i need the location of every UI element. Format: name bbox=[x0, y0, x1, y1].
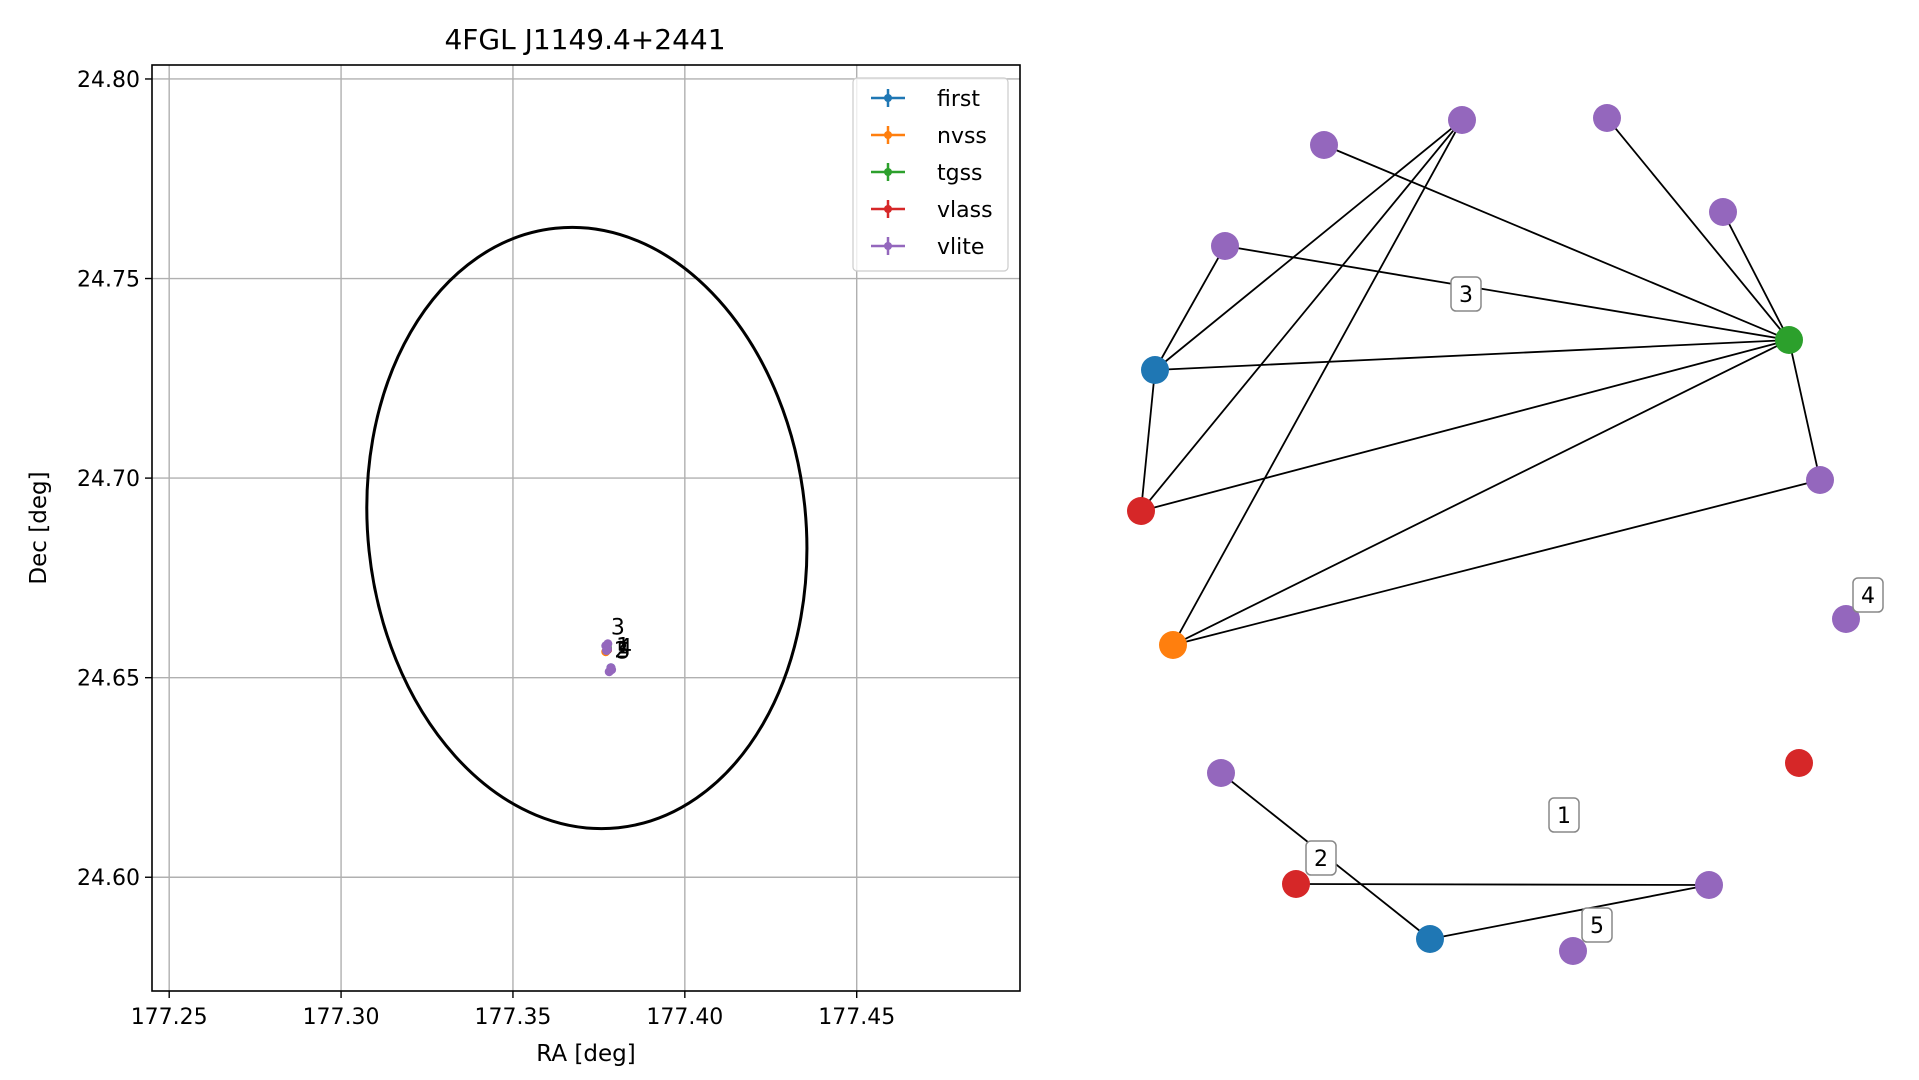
network-node-tgss bbox=[1775, 326, 1803, 354]
network-edge bbox=[1606, 117, 1790, 341]
x-tick-label: 177.35 bbox=[474, 1005, 551, 1030]
group-label-box bbox=[1305, 840, 1337, 876]
point-vlite bbox=[603, 639, 613, 649]
point-annotation: 2 bbox=[614, 639, 628, 664]
legend-box bbox=[852, 77, 1009, 272]
legend-label-vlass: vlass bbox=[937, 198, 993, 223]
x-tick-label: 177.40 bbox=[646, 1005, 723, 1030]
network-node-vlite bbox=[1559, 937, 1587, 965]
network-edge bbox=[1172, 479, 1821, 646]
legend-label-first: first bbox=[937, 87, 980, 112]
legend-label-tgss: tgss bbox=[937, 161, 983, 186]
network-node-vlite bbox=[1207, 759, 1235, 787]
network-edge bbox=[1140, 369, 1156, 512]
group-labels: 1 2 3 4 5 bbox=[1305, 276, 1884, 943]
group-label: 2 bbox=[1314, 847, 1328, 872]
network-node-vlite bbox=[1806, 466, 1834, 494]
network-node-vlite bbox=[1310, 131, 1338, 159]
point-annotation: 5 bbox=[616, 640, 630, 665]
group-label: 3 bbox=[1459, 283, 1473, 308]
y-tick-label: 24.70 bbox=[77, 467, 140, 492]
group-label-box bbox=[1581, 907, 1613, 943]
network-node-vlite bbox=[1832, 605, 1860, 633]
network-node-vlass bbox=[1282, 870, 1310, 898]
network-nodes bbox=[1127, 104, 1860, 965]
legend-swatch-dot bbox=[884, 131, 892, 139]
network-edge bbox=[1154, 119, 1463, 371]
group-label-box bbox=[1852, 577, 1884, 613]
group-label-box bbox=[1450, 276, 1482, 312]
network-node-vlite bbox=[1709, 198, 1737, 226]
cross-match-network-panel: 1 2 3 4 5 bbox=[1127, 104, 1884, 965]
chart-title: 4FGL J1149.4+2441 bbox=[444, 23, 725, 56]
network-edge bbox=[1140, 339, 1790, 512]
y-tick-label: 24.80 bbox=[77, 68, 140, 93]
legend: first nvss tgss vlass vlite bbox=[852, 77, 1009, 272]
network-edge bbox=[1154, 245, 1226, 371]
network-edge bbox=[1172, 339, 1790, 646]
y-axis-ticks: 24.60 24.65 24.70 24.75 24.80 bbox=[77, 68, 152, 891]
point-vlite bbox=[601, 646, 611, 656]
group-label: 5 bbox=[1590, 914, 1604, 939]
network-edge bbox=[1154, 339, 1790, 371]
y-tick-label: 24.60 bbox=[77, 866, 140, 891]
network-node-first bbox=[1141, 356, 1169, 384]
legend-entries: first nvss tgss vlass vlite bbox=[871, 87, 993, 260]
network-node-vlass bbox=[1127, 497, 1155, 525]
network-edge bbox=[1722, 211, 1790, 341]
network-node-vlite bbox=[1593, 104, 1621, 132]
legend-label-nvss: nvss bbox=[937, 124, 987, 149]
point-annotation: 3 bbox=[611, 616, 625, 641]
y-axis-label: Dec [deg] bbox=[26, 471, 52, 584]
network-node-vlite bbox=[1211, 232, 1239, 260]
network-edge bbox=[1140, 119, 1463, 512]
legend-swatch-dot bbox=[884, 94, 892, 102]
network-edge bbox=[1172, 119, 1463, 646]
legend-swatch-dot bbox=[884, 242, 892, 250]
point-annotation: 4 bbox=[618, 636, 632, 661]
network-edges bbox=[1140, 117, 1821, 940]
network-edge bbox=[1323, 144, 1790, 341]
group-label-box bbox=[1548, 797, 1580, 833]
x-axis-label: RA [deg] bbox=[536, 1041, 635, 1067]
network-node-nvss bbox=[1159, 631, 1187, 659]
x-axis-ticks: 177.25 177.30 177.35 177.40 177.45 bbox=[131, 991, 895, 1030]
legend-swatch-dot bbox=[884, 205, 892, 213]
x-tick-label: 177.30 bbox=[303, 1005, 380, 1030]
localization-ellipse bbox=[365, 225, 809, 831]
x-tick-label: 177.25 bbox=[131, 1005, 208, 1030]
network-node-vlite bbox=[1695, 871, 1723, 899]
ellipse-outline bbox=[365, 225, 809, 831]
network-node-first bbox=[1416, 925, 1444, 953]
legend-label-vlite: vlite bbox=[937, 235, 984, 260]
y-tick-label: 24.75 bbox=[77, 268, 140, 293]
network-edge bbox=[1295, 883, 1710, 886]
network-node-vlass bbox=[1785, 749, 1813, 777]
legend-swatch-dot bbox=[884, 168, 892, 176]
network-edge bbox=[1429, 884, 1710, 940]
group-label: 4 bbox=[1861, 584, 1875, 609]
x-tick-label: 177.45 bbox=[818, 1005, 895, 1030]
point-annotation: 1 bbox=[616, 635, 630, 660]
axes-frame bbox=[151, 64, 1021, 992]
network-edge bbox=[1788, 339, 1821, 481]
y-tick-label: 24.65 bbox=[77, 667, 140, 692]
point-vlite bbox=[606, 663, 616, 673]
source-points bbox=[601, 639, 617, 677]
network-node-vlite bbox=[1448, 106, 1476, 134]
group-label: 1 bbox=[1557, 804, 1571, 829]
network-edge bbox=[1224, 245, 1790, 341]
